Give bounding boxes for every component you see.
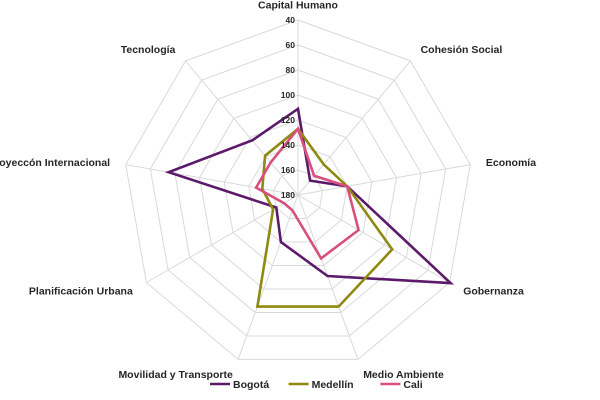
- series-2-line: [254, 126, 361, 261]
- axis-label-0: Capital Humano: [258, 0, 338, 11]
- radar-tick-labels: 40 60 80 100 120 140 160 180: [281, 15, 295, 200]
- legend-label-2: Cali: [403, 379, 422, 391]
- axis-label-3: Gobernanza: [463, 285, 524, 297]
- spoke-line-8: [185, 60, 299, 196]
- axis-label-6: Planificación Urbana: [29, 285, 133, 297]
- grid-ring-100: [198, 94, 398, 290]
- grid-ring-60: [149, 44, 447, 337]
- tick-label-40: 40: [286, 15, 296, 25]
- radar-axis-labels: Capital Humano Cohesión Social Economía Gob…: [0, 0, 536, 381]
- series-0-line: [164, 106, 455, 285]
- radar-series: [164, 106, 455, 308]
- spoke-line-2: [297, 164, 471, 196]
- tick-label-80: 80: [286, 65, 296, 75]
- grid-ring-140: [248, 144, 348, 243]
- axis-label-2: Economía: [486, 157, 536, 169]
- grid-ring-120: [223, 119, 373, 266]
- spoke-line-7: [125, 164, 299, 196]
- chart-legend: Bogotá Medellín Cali: [210, 379, 423, 391]
- spoke-line-3: [297, 194, 450, 283]
- radar-grid: [125, 19, 471, 360]
- tick-label-180: 180: [281, 190, 295, 200]
- axis-label-7: Proyeccón Internacional: [0, 157, 110, 169]
- tick-label-100: 100: [281, 90, 295, 100]
- grid-ring-40: [125, 19, 471, 360]
- tick-label-60: 60: [286, 40, 296, 50]
- axis-label-4: Medio Ambiente: [363, 369, 444, 381]
- grid-ring-80: [174, 69, 422, 313]
- axis-label-5: Movilidad y Transporte: [118, 369, 233, 381]
- tick-label-160: 160: [281, 165, 295, 175]
- spoke-line-1: [297, 60, 411, 196]
- legend-label-1: Medellín: [312, 379, 354, 391]
- tick-label-120: 120: [281, 115, 295, 125]
- tick-label-140: 140: [281, 140, 295, 150]
- spoke-line-5: [237, 194, 299, 360]
- axis-label-8: Tecnología: [121, 44, 176, 56]
- axis-label-1: Cohesión Social: [421, 44, 503, 56]
- legend-label-0: Bogotá: [233, 379, 269, 391]
